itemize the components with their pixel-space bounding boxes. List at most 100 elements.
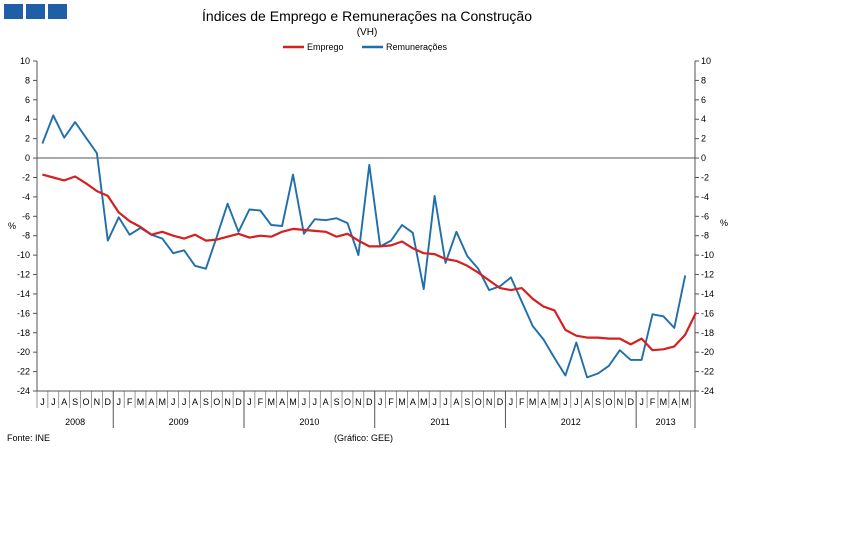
y-tick-label-left: -8 [22,231,30,241]
x-tick-label: A [410,397,416,407]
y-tick-label-left: 8 [25,75,30,85]
y-axis-label-left: % [8,221,16,231]
x-tick-label: J [313,397,318,407]
x-tick-label: O [344,397,351,407]
x-tick-label: N [94,397,101,407]
x-tick-label: J [563,397,568,407]
x-tick-label: A [148,397,154,407]
chart-subtitle: (VH) [357,27,378,38]
y-tick-label-left: -10 [17,250,30,260]
logo-block [4,4,23,19]
y-tick-label-left: -22 [17,367,30,377]
x-tick-label: J [639,397,644,407]
x-tick-label: M [529,397,537,407]
y-tick-label-right: -2 [701,172,709,182]
x-tick-label: J [51,397,56,407]
x-tick-label: J [247,397,252,407]
year-label: 2012 [561,417,581,427]
credit-note: (Gráfico: GEE) [334,433,393,443]
y-tick-label-right: -12 [701,270,714,280]
x-tick-label: J [509,397,514,407]
x-tick-label: S [334,397,340,407]
x-tick-label: N [224,397,231,407]
x-tick-label: A [541,397,547,407]
x-tick-label: A [61,397,67,407]
y-axis-label-right: % [720,218,728,228]
x-tick-label: N [617,397,624,407]
y-tick-label-left: -16 [17,308,30,318]
y-tick-label-right: -4 [701,192,709,202]
y-tick-label-left: 2 [25,134,30,144]
y-tick-label-right: 10 [701,56,711,66]
x-tick-label: J [116,397,121,407]
x-tick-label: O [213,397,220,407]
x-tick-label: S [464,397,470,407]
x-tick-label: A [671,397,677,407]
y-tick-label-right: -10 [701,250,714,260]
y-tick-label-left: -24 [17,386,30,396]
x-tick-label: N [355,397,362,407]
x-tick-label: F [127,397,133,407]
x-tick-label: A [584,397,590,407]
y-tick-label-right: 6 [701,95,706,105]
x-tick-label: M [267,397,275,407]
y-tick-label-left: -14 [17,289,30,299]
x-tick-label: N [486,397,493,407]
y-tick-label-left: -20 [17,347,30,357]
legend-label-remuneracoes: Remunerações [386,42,448,52]
x-tick-label: A [453,397,459,407]
x-tick-label: A [323,397,329,407]
series-line-emprego [42,173,698,352]
y-tick-label-left: 4 [25,114,30,124]
x-tick-label: S [203,397,209,407]
y-tick-label-left: 6 [25,95,30,105]
axes: 10 10 8 8 6 6 4 4 2 2 0 0 -2 -2 -4 -4 -6 -6 -8 -8 -10 -10 -12 -… [17,56,714,428]
x-tick-label: M [289,397,297,407]
x-tick-label: J [378,397,383,407]
plot-area [41,114,698,379]
y-tick-label-left: 0 [25,153,30,163]
x-tick-label: M [681,397,689,407]
y-tick-label-left: -6 [22,211,30,221]
x-tick-label: M [137,397,145,407]
x-tick-label: D [105,397,112,407]
x-tick-label: O [83,397,90,407]
y-tick-label-right: 0 [701,153,706,163]
x-tick-label: J [443,397,448,407]
x-tick-label: J [302,397,307,407]
y-tick-label-right: -20 [701,347,714,357]
y-tick-label-left: 10 [20,56,30,66]
chart-title: Índices de Emprego e Remunerações na Con… [202,8,532,24]
x-tick-label: F [258,397,264,407]
y-tick-label-right: 2 [701,134,706,144]
y-tick-label-left: -4 [22,192,30,202]
x-tick-label: F [650,397,656,407]
y-tick-label-right: -22 [701,367,714,377]
y-tick-label-left: -18 [17,328,30,338]
y-tick-label-right: -24 [701,386,714,396]
x-tick-label: S [72,397,78,407]
y-tick-label-left: -2 [22,172,30,182]
y-tick-label-left: -12 [17,270,30,280]
x-tick-label: S [595,397,601,407]
x-tick-label: D [627,397,634,407]
year-label: 2008 [65,417,85,427]
x-tick-label: A [192,397,198,407]
x-tick-label: M [398,397,406,407]
y-tick-label-right: 8 [701,75,706,85]
year-label: 2013 [656,417,676,427]
x-tick-label: O [475,397,482,407]
x-tick-label: J [432,397,437,407]
y-tick-label-right: -16 [701,308,714,318]
x-tick-label: J [574,397,579,407]
x-tick-label: M [660,397,668,407]
x-tick-label: A [279,397,285,407]
x-tick-label: J [171,397,176,407]
logo-block [48,4,67,19]
x-tick-label: O [605,397,612,407]
x-tick-label: M [420,397,428,407]
legend-label-emprego: Emprego [307,42,344,52]
y-tick-label-right: -14 [701,289,714,299]
x-tick-label: J [182,397,187,407]
